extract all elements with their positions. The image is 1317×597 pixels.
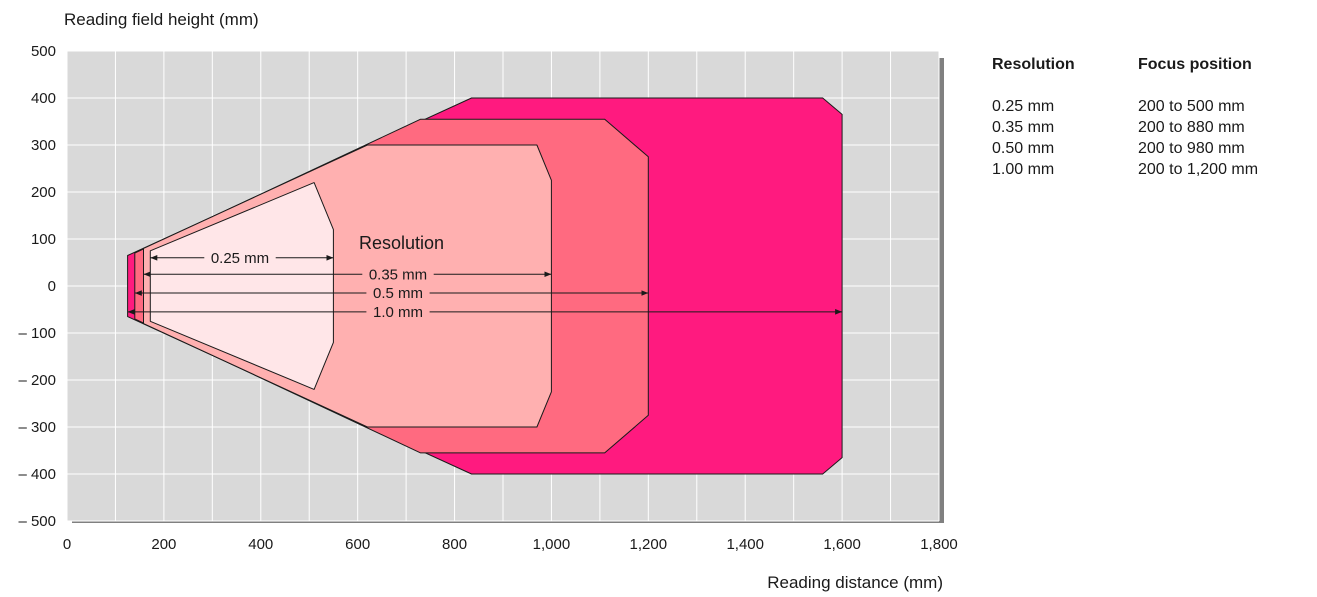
y-axis-title: Reading field height (mm) (64, 10, 259, 29)
reading-field-chart: 0.25 mm 0.35 mm 0.5 mm 1.0 mm 500 400 300 200 1… (18, 10, 958, 592)
x-tick-label: 400 (248, 536, 273, 553)
x-tick-label: 200 (151, 536, 176, 553)
table-row: 0.25 mm 200 to 500 mm (992, 96, 1258, 117)
y-tick-label: 300 (31, 137, 56, 154)
reading-fields (127, 97, 843, 475)
table-row: 0.50 mm 200 to 980 mm (992, 138, 1258, 159)
x-tick-label: 800 (442, 536, 467, 553)
field-0-25-mmmm (149, 182, 334, 390)
x-tick-label: 600 (345, 536, 370, 553)
y-axis-ticks: 500 400 300 200 100 0 – 100 – 200 – 300 – 400 – 50… (18, 43, 56, 530)
cell-resolution: 0.50 mm (992, 140, 1055, 157)
arrow-0-35-mmmm: 0.35 mm (143, 266, 552, 283)
cell-resolution: 0.25 mm (992, 98, 1055, 115)
cell-focus: 200 to 1,200 mm (1138, 161, 1259, 178)
arrow-0-5-mmmm: 0.5 mm (134, 285, 649, 302)
table-row: 0.35 mm 200 to 880 mm (992, 117, 1258, 138)
resolution-annotation: Resolution (359, 233, 444, 253)
y-tick-label: 500 (31, 43, 56, 60)
header-focus-position: Focus position (1138, 56, 1252, 73)
x-tick-label: 1,400 (726, 536, 764, 553)
x-tick-label: 0 (63, 536, 71, 553)
x-tick-label: 1,200 (630, 536, 668, 553)
y-tick-label: – 100 (18, 325, 56, 342)
focus-table: Resolution Focus position 0.25 mm 200 to… (992, 54, 1258, 180)
y-tick-label: 200 (31, 184, 56, 201)
cell-focus: 200 to 500 mm (1138, 98, 1245, 115)
arrow-1-0-mmmm: 1.0 mm (127, 304, 843, 321)
cell-focus: 200 to 980 mm (1138, 140, 1245, 157)
y-tick-label: – 500 (18, 513, 56, 530)
cell-resolution: 1.00 mm (992, 161, 1055, 178)
y-tick-label: 400 (31, 90, 56, 107)
cell-resolution: 0.35 mm (992, 119, 1055, 136)
x-tick-label: 1,600 (823, 536, 861, 553)
arrow-0-25-mmmm: 0.25 mm (150, 250, 334, 267)
resolution-arrows: 0.25 mm 0.35 mm 0.5 mm 1.0 mm (127, 250, 843, 321)
table-header: Resolution Focus position (992, 54, 1258, 75)
arrow-label: 1.0 mm (373, 304, 423, 321)
y-tick-label: – 300 (18, 419, 56, 436)
y-tick-label: – 200 (18, 372, 56, 389)
x-axis-ticks: 0 200 400 600 800 1,000 1,200 1,400 1,600 1,800 (63, 536, 958, 553)
header-resolution: Resolution (992, 56, 1075, 73)
x-axis-title: Reading distance (mm) (767, 573, 943, 592)
y-tick-label: – 400 (18, 466, 56, 483)
y-tick-label: 0 (48, 278, 56, 295)
y-tick-label: 100 (31, 231, 56, 248)
arrow-label: 0.5 mm (373, 285, 423, 302)
x-tick-label: 1,000 (533, 536, 571, 553)
arrow-label: 0.35 mm (369, 266, 427, 283)
arrow-label: 0.25 mm (211, 250, 269, 267)
x-tick-label: 1,800 (920, 536, 958, 553)
table-row: 1.00 mm 200 to 1,200 mm (992, 159, 1258, 180)
cell-focus: 200 to 880 mm (1138, 119, 1245, 136)
